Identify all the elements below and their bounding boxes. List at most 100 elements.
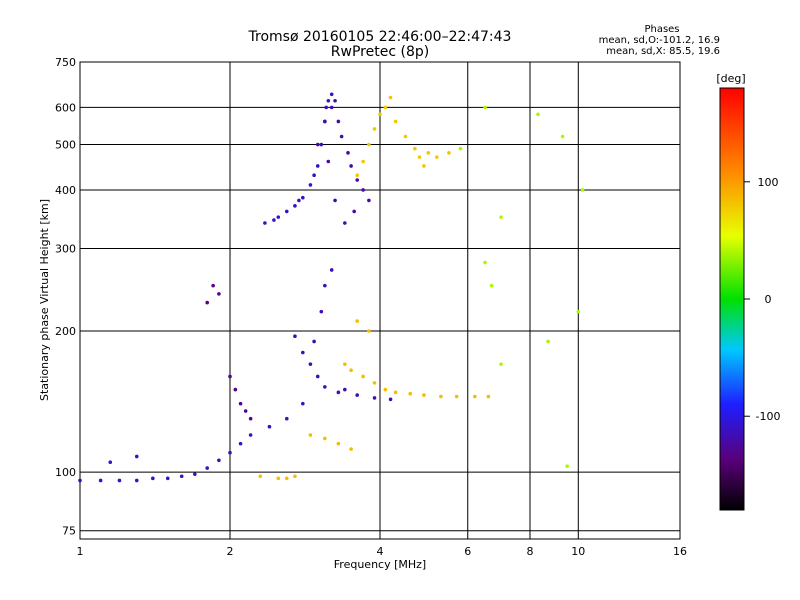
data-point	[272, 218, 276, 222]
data-point	[108, 460, 113, 465]
data-point	[297, 198, 301, 203]
data-point	[473, 394, 477, 399]
data-point	[355, 393, 359, 397]
data-point	[393, 119, 398, 124]
data-point	[134, 478, 139, 483]
data-point	[372, 127, 377, 131]
data-point	[151, 476, 155, 481]
x-tick-label: 16	[673, 545, 687, 558]
data-point	[315, 164, 320, 168]
data-point	[343, 387, 347, 392]
data-point	[165, 476, 170, 481]
data-point	[228, 450, 232, 455]
data-point	[372, 396, 377, 400]
data-point	[329, 268, 334, 272]
data-point	[349, 368, 353, 373]
data-point	[238, 401, 243, 406]
data-point	[393, 390, 398, 395]
data-point	[333, 98, 337, 103]
data-point	[408, 391, 413, 396]
chart-title: Tromsø 20160105 22:46:00–22:47:43	[248, 29, 512, 45]
data-point	[413, 146, 417, 151]
data-point	[560, 134, 565, 139]
y-tick-label: 200	[55, 325, 76, 338]
legend-line-o: mean, sd,O:-101.2, 16.9	[599, 35, 720, 46]
data-point	[308, 433, 313, 437]
data-point	[349, 164, 353, 168]
data-point	[301, 195, 305, 200]
data-point	[324, 105, 329, 110]
legend-title: Phases	[644, 24, 679, 35]
data-point	[355, 173, 359, 178]
data-point	[238, 441, 243, 446]
data-point	[248, 433, 253, 437]
data-point	[333, 198, 337, 203]
data-point	[483, 105, 487, 110]
data-point	[367, 142, 371, 147]
y-tick-label: 100	[55, 466, 76, 479]
data-point	[447, 151, 451, 155]
x-axis-label: Frequency [MHz]	[334, 558, 426, 571]
data-point	[536, 112, 540, 117]
x-tick-label: 2	[227, 545, 234, 558]
data-point	[301, 350, 305, 355]
x-tick-label: 4	[377, 545, 384, 558]
data-point	[301, 401, 305, 406]
data-point	[426, 151, 431, 155]
grid	[80, 62, 680, 539]
data-point	[323, 385, 327, 389]
data-point	[243, 409, 248, 413]
data-point	[308, 183, 313, 187]
data-point	[361, 374, 365, 379]
data-point	[355, 319, 359, 323]
data-point	[499, 215, 503, 219]
data-point	[205, 300, 209, 305]
data-point	[78, 478, 82, 483]
data-point	[319, 142, 324, 147]
data-point	[284, 476, 289, 481]
data-point	[352, 209, 356, 214]
y-tick-label: 75	[62, 525, 76, 538]
data-point	[439, 394, 443, 399]
colorbar-ticks: 100 0 -100	[744, 176, 780, 423]
x-tick-label: 6	[464, 545, 471, 558]
data-point	[205, 466, 209, 470]
colorbar-tick-label: 100	[758, 176, 779, 189]
data-point	[293, 474, 297, 479]
data-point	[217, 458, 221, 463]
data-point	[276, 476, 281, 481]
data-point	[323, 283, 327, 288]
data-point	[580, 188, 585, 192]
data-point	[422, 164, 426, 168]
data-point	[489, 283, 494, 288]
colorbar-label: [deg]	[716, 72, 745, 85]
data-point	[228, 374, 232, 379]
data-point	[117, 478, 122, 483]
data-point	[383, 387, 388, 392]
data-point	[248, 416, 253, 421]
data-point	[315, 142, 320, 147]
data-point	[179, 474, 184, 479]
data-point	[319, 309, 324, 314]
data-point	[284, 416, 289, 421]
data-points	[78, 92, 585, 483]
data-point	[355, 178, 359, 182]
data-point	[454, 394, 459, 399]
data-point	[276, 215, 281, 219]
data-point	[98, 478, 103, 483]
colorbar	[719, 87, 745, 511]
data-point	[211, 283, 215, 288]
data-point	[546, 339, 550, 344]
data-point	[383, 105, 388, 110]
y-axis-label: Stationary phase Virtual Height [km]	[38, 199, 51, 401]
data-point	[361, 159, 365, 164]
data-point	[263, 221, 267, 225]
data-point	[329, 92, 334, 97]
data-point	[217, 292, 221, 296]
data-point	[378, 112, 382, 117]
data-point	[326, 98, 331, 103]
data-point	[367, 198, 371, 203]
x-tick-label: 1	[77, 545, 84, 558]
data-point	[193, 472, 197, 476]
